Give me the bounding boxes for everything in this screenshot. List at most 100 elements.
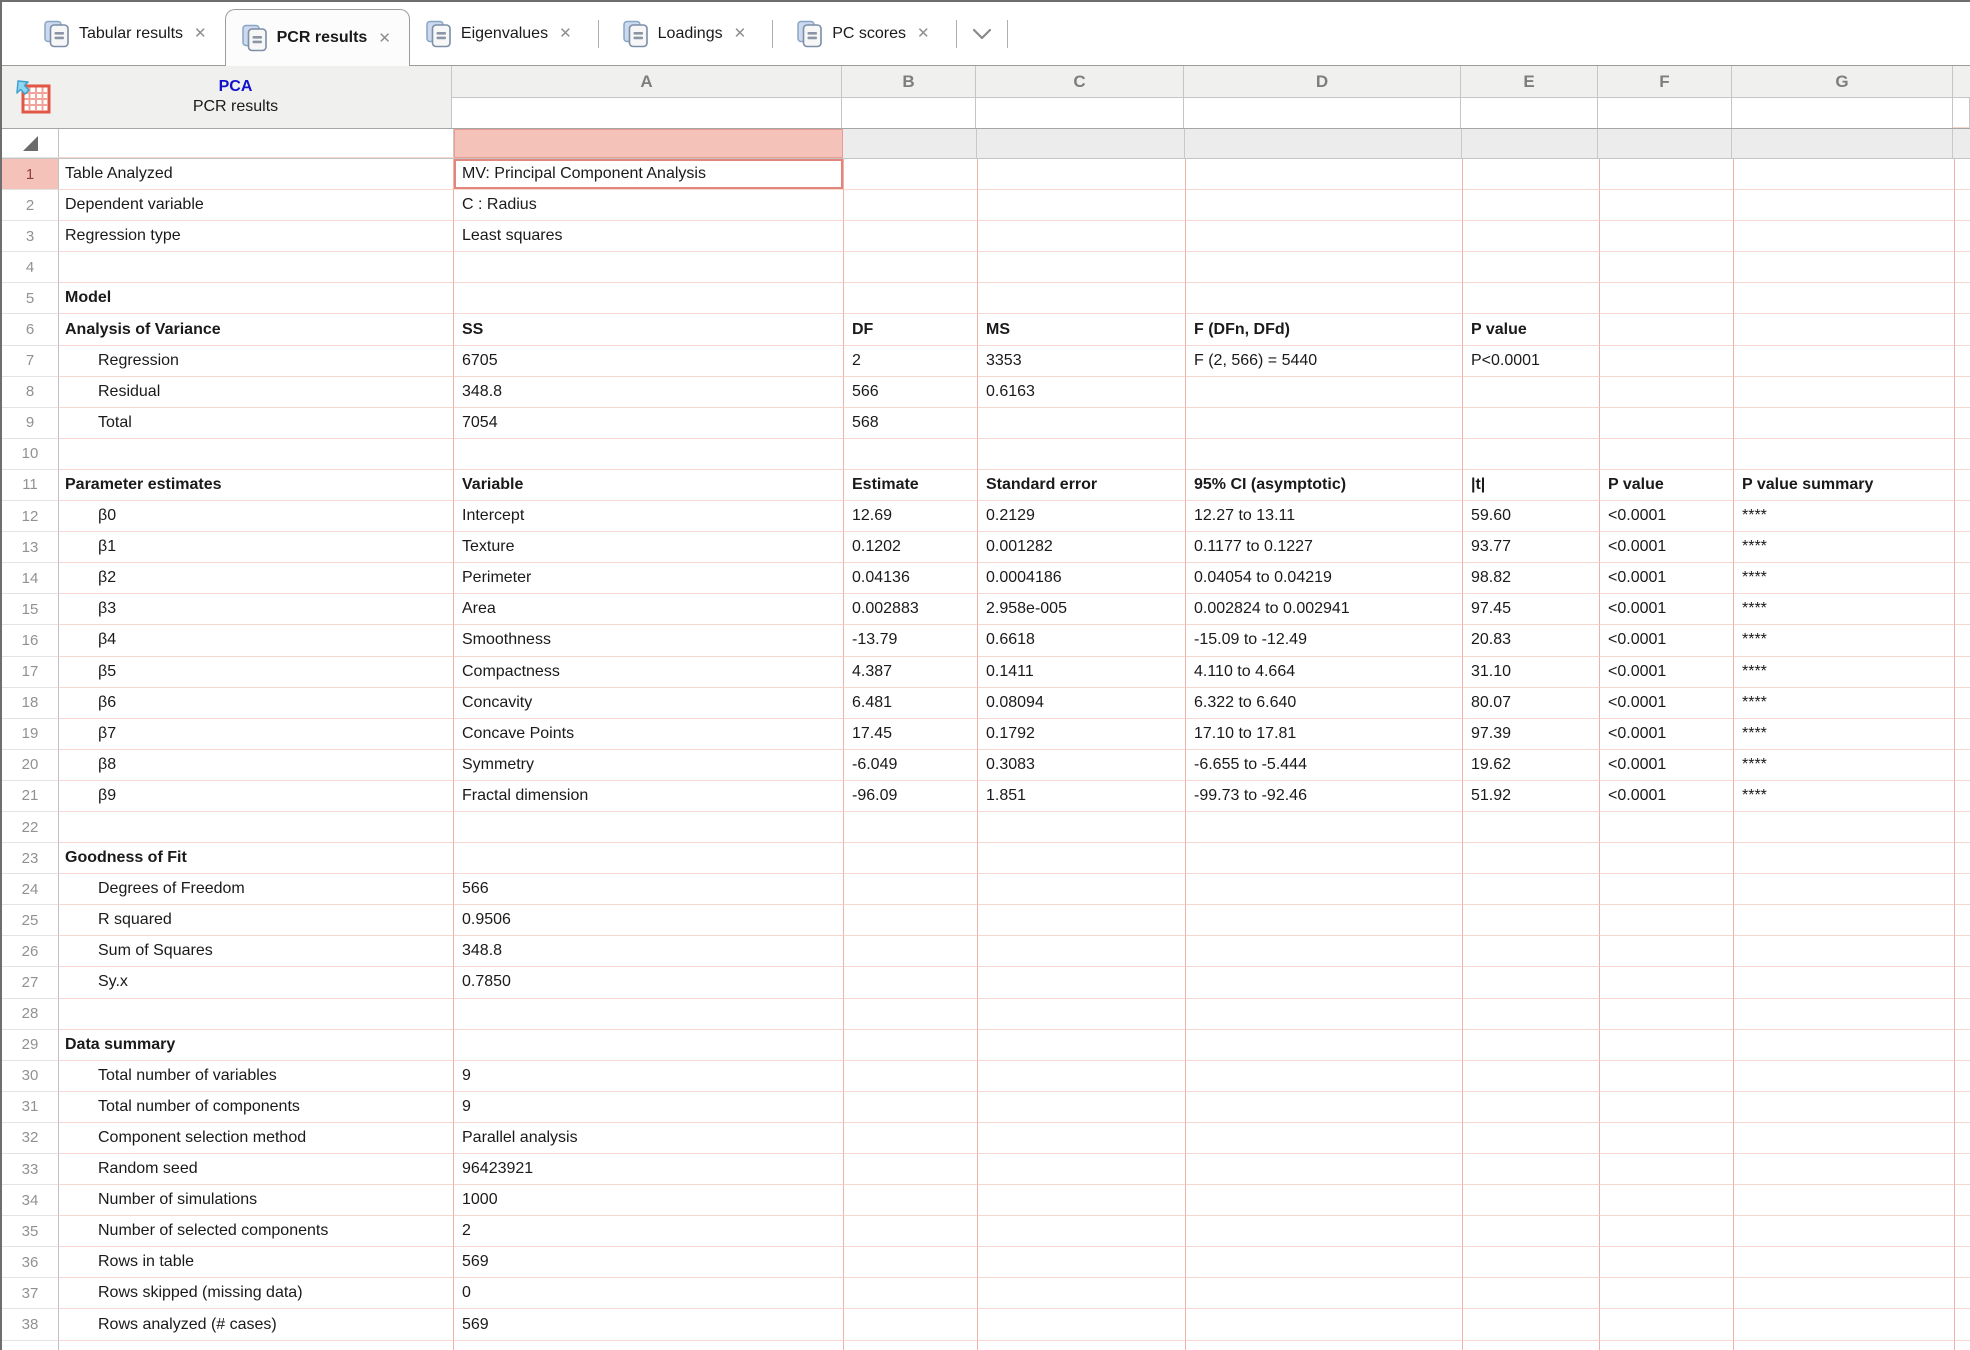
cell-A37[interactable]: 0 bbox=[454, 1278, 844, 1310]
row-number[interactable]: 8 bbox=[2, 376, 59, 408]
close-icon[interactable]: ✕ bbox=[194, 25, 207, 42]
cell-A9[interactable]: 7054 bbox=[454, 407, 844, 439]
row-label[interactable]: β4 bbox=[59, 625, 454, 657]
cell-F30[interactable] bbox=[1600, 1060, 1734, 1092]
cell-E17[interactable]: 31.10 bbox=[1463, 656, 1600, 688]
cell-B2[interactable] bbox=[844, 190, 978, 222]
cell-B35[interactable] bbox=[844, 1216, 978, 1248]
select-all-cell[interactable] bbox=[2, 129, 59, 158]
row-number[interactable]: 18 bbox=[2, 687, 59, 719]
cell-D37[interactable] bbox=[1186, 1278, 1463, 1310]
cell-G10[interactable] bbox=[1734, 438, 1955, 470]
cell-E36[interactable] bbox=[1463, 1247, 1600, 1279]
title-cell-G[interactable] bbox=[1732, 129, 1953, 158]
row-label[interactable] bbox=[59, 998, 454, 1030]
row-number[interactable]: 28 bbox=[2, 998, 59, 1030]
row-number[interactable]: 10 bbox=[2, 438, 59, 470]
row-label[interactable]: Rows in table bbox=[59, 1247, 454, 1279]
cell-A35[interactable]: 2 bbox=[454, 1216, 844, 1248]
row-number[interactable]: 12 bbox=[2, 501, 59, 533]
cell-B17[interactable]: 4.387 bbox=[844, 656, 978, 688]
cell-D8[interactable] bbox=[1186, 376, 1463, 408]
cell-D15[interactable]: 0.002824 to 0.002941 bbox=[1186, 594, 1463, 626]
cell-F35[interactable] bbox=[1600, 1216, 1734, 1248]
cell-G26[interactable] bbox=[1734, 936, 1955, 968]
cell-G33[interactable] bbox=[1734, 1154, 1955, 1186]
tab-pc-scores[interactable]: PC scores ✕ bbox=[781, 2, 947, 65]
cell-D33[interactable] bbox=[1186, 1154, 1463, 1186]
close-icon[interactable]: ✕ bbox=[733, 25, 747, 42]
cell-C3[interactable] bbox=[978, 221, 1186, 253]
cell-F6[interactable] bbox=[1600, 314, 1734, 346]
row-label[interactable]: β3 bbox=[59, 594, 454, 626]
cell-D12[interactable]: 12.27 to 13.11 bbox=[1186, 501, 1463, 533]
row-label[interactable]: R squared bbox=[59, 905, 454, 937]
cell-C5[interactable] bbox=[978, 283, 1186, 315]
cell-A2[interactable]: C : Radius bbox=[454, 190, 844, 222]
cell-C38[interactable] bbox=[978, 1309, 1186, 1341]
title-cell-D[interactable] bbox=[1185, 129, 1462, 158]
cell-A10[interactable] bbox=[454, 438, 844, 470]
cell-C14[interactable]: 0.0004186 bbox=[978, 563, 1186, 595]
cell-E5[interactable] bbox=[1463, 283, 1600, 315]
cell-D26[interactable] bbox=[1186, 936, 1463, 968]
row-number[interactable]: 15 bbox=[2, 594, 59, 626]
row-label[interactable]: Analysis of Variance bbox=[59, 314, 454, 346]
cell-E18[interactable]: 80.07 bbox=[1463, 687, 1600, 719]
tab-pcr-results[interactable]: PCR results ✕ bbox=[224, 9, 410, 66]
cell-B14[interactable]: 0.04136 bbox=[844, 563, 978, 595]
cell-G35[interactable] bbox=[1734, 1216, 1955, 1248]
row-number[interactable]: 39 bbox=[2, 1340, 59, 1350]
row-number[interactable]: 35 bbox=[2, 1216, 59, 1248]
cell-A6[interactable]: SS bbox=[454, 314, 844, 346]
cell-E27[interactable] bbox=[1463, 967, 1600, 999]
cell-B26[interactable] bbox=[844, 936, 978, 968]
row-label[interactable]: Total bbox=[59, 407, 454, 439]
column-header-D[interactable]: D bbox=[1184, 66, 1461, 98]
cell-E8[interactable] bbox=[1463, 376, 1600, 408]
cell-C10[interactable] bbox=[978, 438, 1186, 470]
cell-C7[interactable]: 3353 bbox=[978, 345, 1186, 377]
cell-F10[interactable] bbox=[1600, 438, 1734, 470]
cell-G17[interactable]: **** bbox=[1734, 656, 1955, 688]
cell-B4[interactable] bbox=[844, 252, 978, 284]
cell-C15[interactable]: 2.958e-005 bbox=[978, 594, 1186, 626]
tab-eigenvalues[interactable]: Eigenvalues ✕ bbox=[410, 2, 590, 65]
title-cell-F[interactable] bbox=[1598, 129, 1733, 158]
cell-D39[interactable] bbox=[1186, 1340, 1463, 1350]
cell-E7[interactable]: P<0.0001 bbox=[1463, 345, 1600, 377]
cell-E22[interactable] bbox=[1463, 811, 1600, 844]
cell-F37[interactable] bbox=[1600, 1278, 1734, 1310]
cell-B33[interactable] bbox=[844, 1154, 978, 1186]
cell-D1[interactable] bbox=[1186, 159, 1463, 191]
row-number[interactable]: 21 bbox=[2, 780, 59, 812]
row-label[interactable]: Rows analyzed (# cases) bbox=[59, 1309, 454, 1341]
row-label[interactable]: Residual bbox=[59, 376, 454, 408]
row-number[interactable]: 9 bbox=[2, 407, 59, 439]
cell-F17[interactable]: <0.0001 bbox=[1600, 656, 1734, 688]
cell-C25[interactable] bbox=[978, 905, 1186, 937]
cell-F31[interactable] bbox=[1600, 1091, 1734, 1123]
cell-F38[interactable] bbox=[1600, 1309, 1734, 1341]
cell-F5[interactable] bbox=[1600, 283, 1734, 315]
cell-G37[interactable] bbox=[1734, 1278, 1955, 1310]
cell-D19[interactable]: 17.10 to 17.81 bbox=[1186, 718, 1463, 750]
cell-E31[interactable] bbox=[1463, 1091, 1600, 1123]
cell-C35[interactable] bbox=[978, 1216, 1186, 1248]
row-label[interactable]: Random seed bbox=[59, 1154, 454, 1186]
cell-B6[interactable]: DF bbox=[844, 314, 978, 346]
row-number[interactable]: 4 bbox=[2, 252, 59, 284]
cell-B5[interactable] bbox=[844, 283, 978, 315]
cell-A19[interactable]: Concave Points bbox=[454, 718, 844, 750]
cell-B8[interactable]: 566 bbox=[844, 376, 978, 408]
row-label[interactable]: Dependent variable bbox=[59, 190, 454, 222]
cell-E20[interactable]: 19.62 bbox=[1463, 749, 1600, 781]
cell-E34[interactable] bbox=[1463, 1185, 1600, 1217]
row-label[interactable]: Model bbox=[59, 283, 454, 315]
cell-C21[interactable]: 1.851 bbox=[978, 780, 1186, 812]
cell-B15[interactable]: 0.002883 bbox=[844, 594, 978, 626]
row-label[interactable]: β9 bbox=[59, 780, 454, 812]
cell-D16[interactable]: -15.09 to -12.49 bbox=[1186, 625, 1463, 657]
cell-C39[interactable] bbox=[978, 1340, 1186, 1350]
row-label[interactable]: Regression bbox=[59, 345, 454, 377]
